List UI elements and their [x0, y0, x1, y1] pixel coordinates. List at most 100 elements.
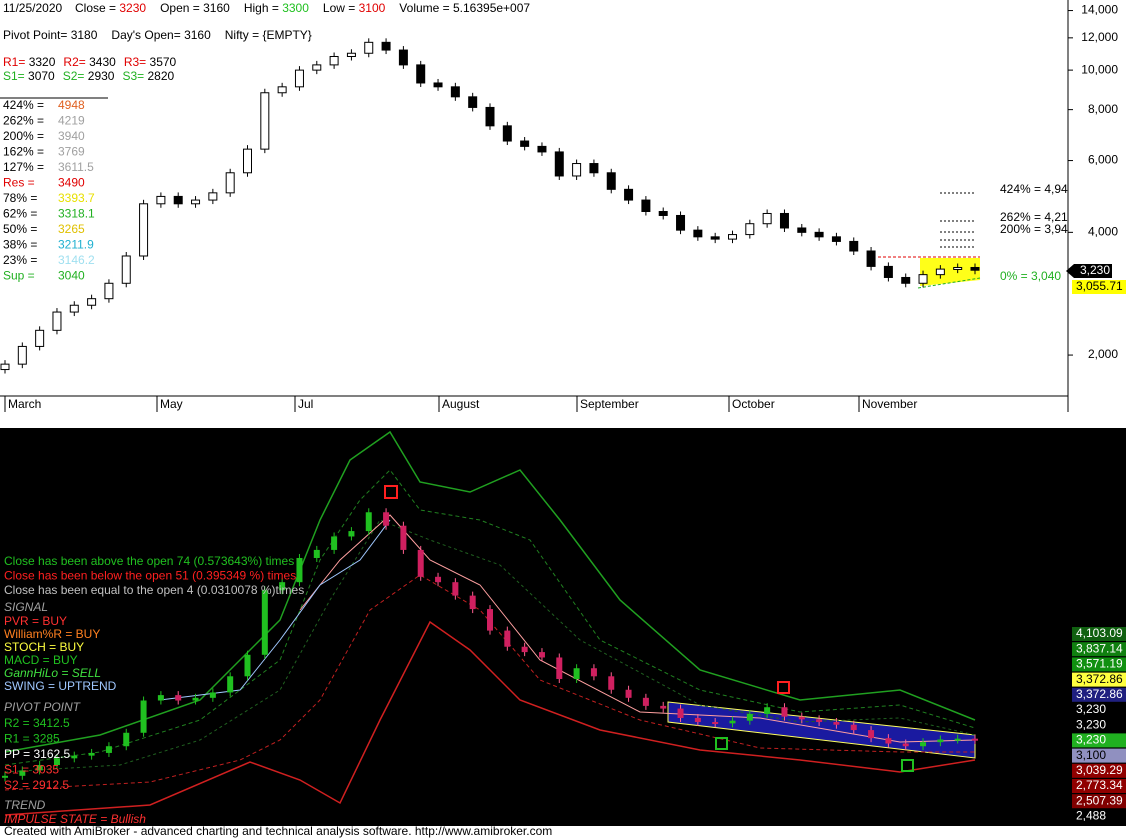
candle-lower	[642, 697, 649, 706]
fib-right-label: 262% = 4,21	[1000, 210, 1068, 224]
y-tick-label: 8,000	[1088, 102, 1118, 116]
upper-pane	[0, 0, 1126, 412]
badge	[1072, 763, 1126, 778]
candle	[173, 195, 183, 205]
badge	[1072, 748, 1126, 763]
pivot: Pivot Point= 3180	[3, 28, 98, 42]
candle	[970, 266, 980, 271]
candle	[554, 151, 564, 177]
fib-label: Res =	[3, 176, 35, 190]
badge	[1072, 733, 1126, 748]
close: 3230	[119, 1, 146, 15]
badge	[1072, 687, 1126, 702]
candle-lower	[348, 531, 355, 537]
month-label: May	[160, 397, 183, 411]
open: Open = 3160	[160, 1, 230, 15]
fib-value: 3146.2	[58, 253, 95, 267]
candle	[225, 172, 235, 194]
fib-price: 3,055.71	[1076, 279, 1123, 293]
candle-lower	[313, 549, 320, 558]
candle	[814, 231, 824, 238]
candle-lower	[868, 730, 875, 739]
candle-lower	[521, 646, 528, 653]
badge	[1072, 779, 1126, 793]
fib-value: 4219	[58, 114, 85, 128]
candle	[433, 82, 443, 88]
candle	[87, 298, 97, 306]
badge-label: 3,039.29	[1076, 763, 1123, 777]
candle-lower	[538, 652, 545, 658]
candle-lower	[105, 746, 112, 753]
price-badge	[1066, 264, 1112, 278]
candle-lower	[816, 719, 823, 723]
candle-lower	[937, 739, 944, 743]
candle	[728, 234, 737, 240]
close-label: Close =	[75, 1, 116, 15]
badge	[1072, 672, 1126, 687]
candle	[745, 223, 755, 236]
candle-lower	[746, 713, 753, 721]
y-tick-label: 4,000	[1088, 225, 1118, 239]
candle	[710, 236, 720, 240]
candle	[139, 203, 149, 257]
fib-label: 62% =	[3, 207, 37, 221]
candle-lower	[504, 630, 511, 647]
fib-zone	[920, 258, 980, 286]
candle-lower	[19, 770, 26, 776]
candle	[243, 148, 252, 174]
pivot-level: PP = 3162.5	[4, 747, 70, 761]
candle	[35, 329, 45, 347]
volume: Volume = 5.16395e+007	[399, 1, 530, 15]
candle	[502, 125, 512, 142]
candle	[121, 255, 131, 284]
candle	[624, 188, 634, 201]
fib-value: 3769	[58, 145, 85, 159]
month-label: November	[862, 397, 917, 411]
candle	[468, 96, 478, 108]
candle	[69, 304, 79, 313]
stat-line: Close has been below the open 51 (0.3953…	[4, 569, 296, 583]
candle	[312, 64, 322, 71]
candle	[416, 64, 426, 84]
pivot-level: S2 = 2912.5	[4, 778, 69, 792]
candle-lower	[452, 582, 459, 596]
candle	[208, 192, 218, 201]
badge	[1072, 627, 1126, 641]
fib-label: 50% =	[3, 222, 37, 236]
level-value: 3570	[150, 55, 177, 69]
candle-lower	[157, 695, 164, 701]
candle-lower	[435, 576, 442, 583]
badge-label: 3,372.86	[1076, 672, 1123, 686]
candle	[918, 274, 928, 284]
badge-label: 3,230	[1076, 733, 1106, 747]
trend: IMPULSE STATE = Bullish	[4, 812, 146, 826]
level-label: R3=	[124, 55, 146, 69]
candle	[381, 41, 391, 51]
candle-lower	[400, 525, 407, 550]
badge	[1072, 794, 1126, 809]
high-label: High =	[244, 1, 279, 15]
section-title: SIGNAL	[4, 600, 48, 614]
fib-right-label: 424% = 4,94	[1000, 182, 1068, 196]
candle-lower	[781, 707, 788, 717]
level-label: S2=	[63, 69, 85, 83]
last-price: 3,230	[1080, 263, 1110, 277]
supports-row: S1= 3070 S2= 2930 S3= 2820	[3, 69, 175, 83]
fib-label: Sup =	[3, 269, 35, 283]
month-label: October	[732, 397, 775, 411]
candle	[953, 266, 963, 270]
candle-lower	[279, 582, 286, 591]
signal: MACD = BUY	[4, 653, 78, 667]
candle-lower	[608, 676, 615, 690]
fib-value: 3611.5	[58, 160, 94, 174]
signal: PVR = BUY	[4, 614, 67, 628]
fib-dash	[940, 192, 975, 248]
fib-value: 3040	[58, 269, 85, 283]
section-title: PIVOT POINT	[4, 700, 82, 714]
candle-lower	[885, 738, 892, 744]
candle	[779, 212, 789, 229]
month-label: August	[442, 397, 480, 411]
candle-lower	[209, 692, 216, 698]
candle	[797, 227, 807, 233]
